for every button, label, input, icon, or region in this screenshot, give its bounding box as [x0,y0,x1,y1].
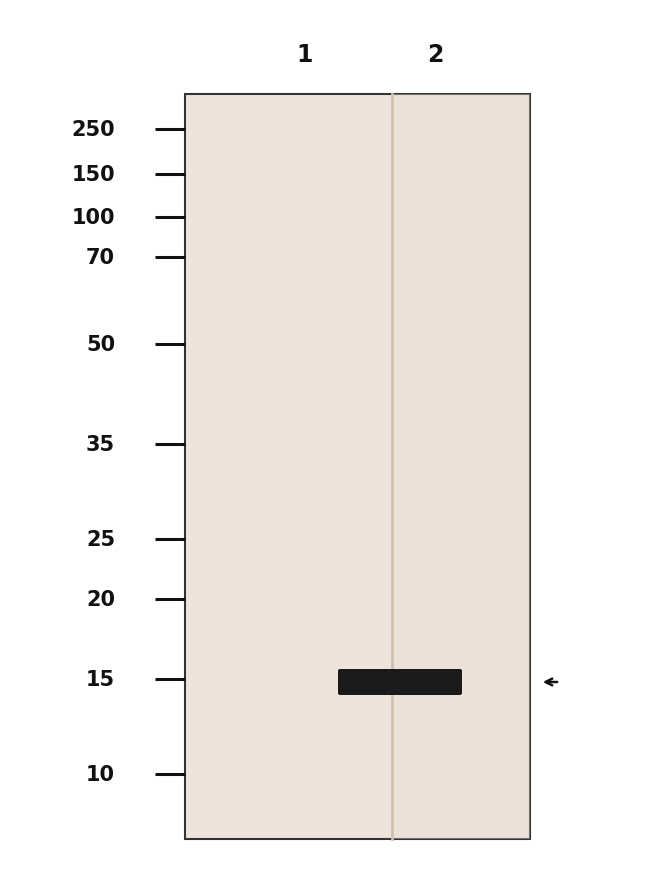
Text: 20: 20 [86,589,115,609]
Text: 150: 150 [72,165,115,185]
Text: 25: 25 [86,529,115,549]
Text: 70: 70 [86,248,115,268]
FancyBboxPatch shape [338,669,462,695]
Text: 15: 15 [86,669,115,689]
Text: 35: 35 [86,434,115,454]
Text: 250: 250 [72,120,115,140]
Text: 10: 10 [86,764,115,784]
Text: 100: 100 [72,208,115,228]
Bar [392,95,530,839]
Bar [185,95,530,839]
Text: 2: 2 [427,43,443,67]
Text: 1: 1 [297,43,313,67]
Text: 50: 50 [86,335,115,355]
